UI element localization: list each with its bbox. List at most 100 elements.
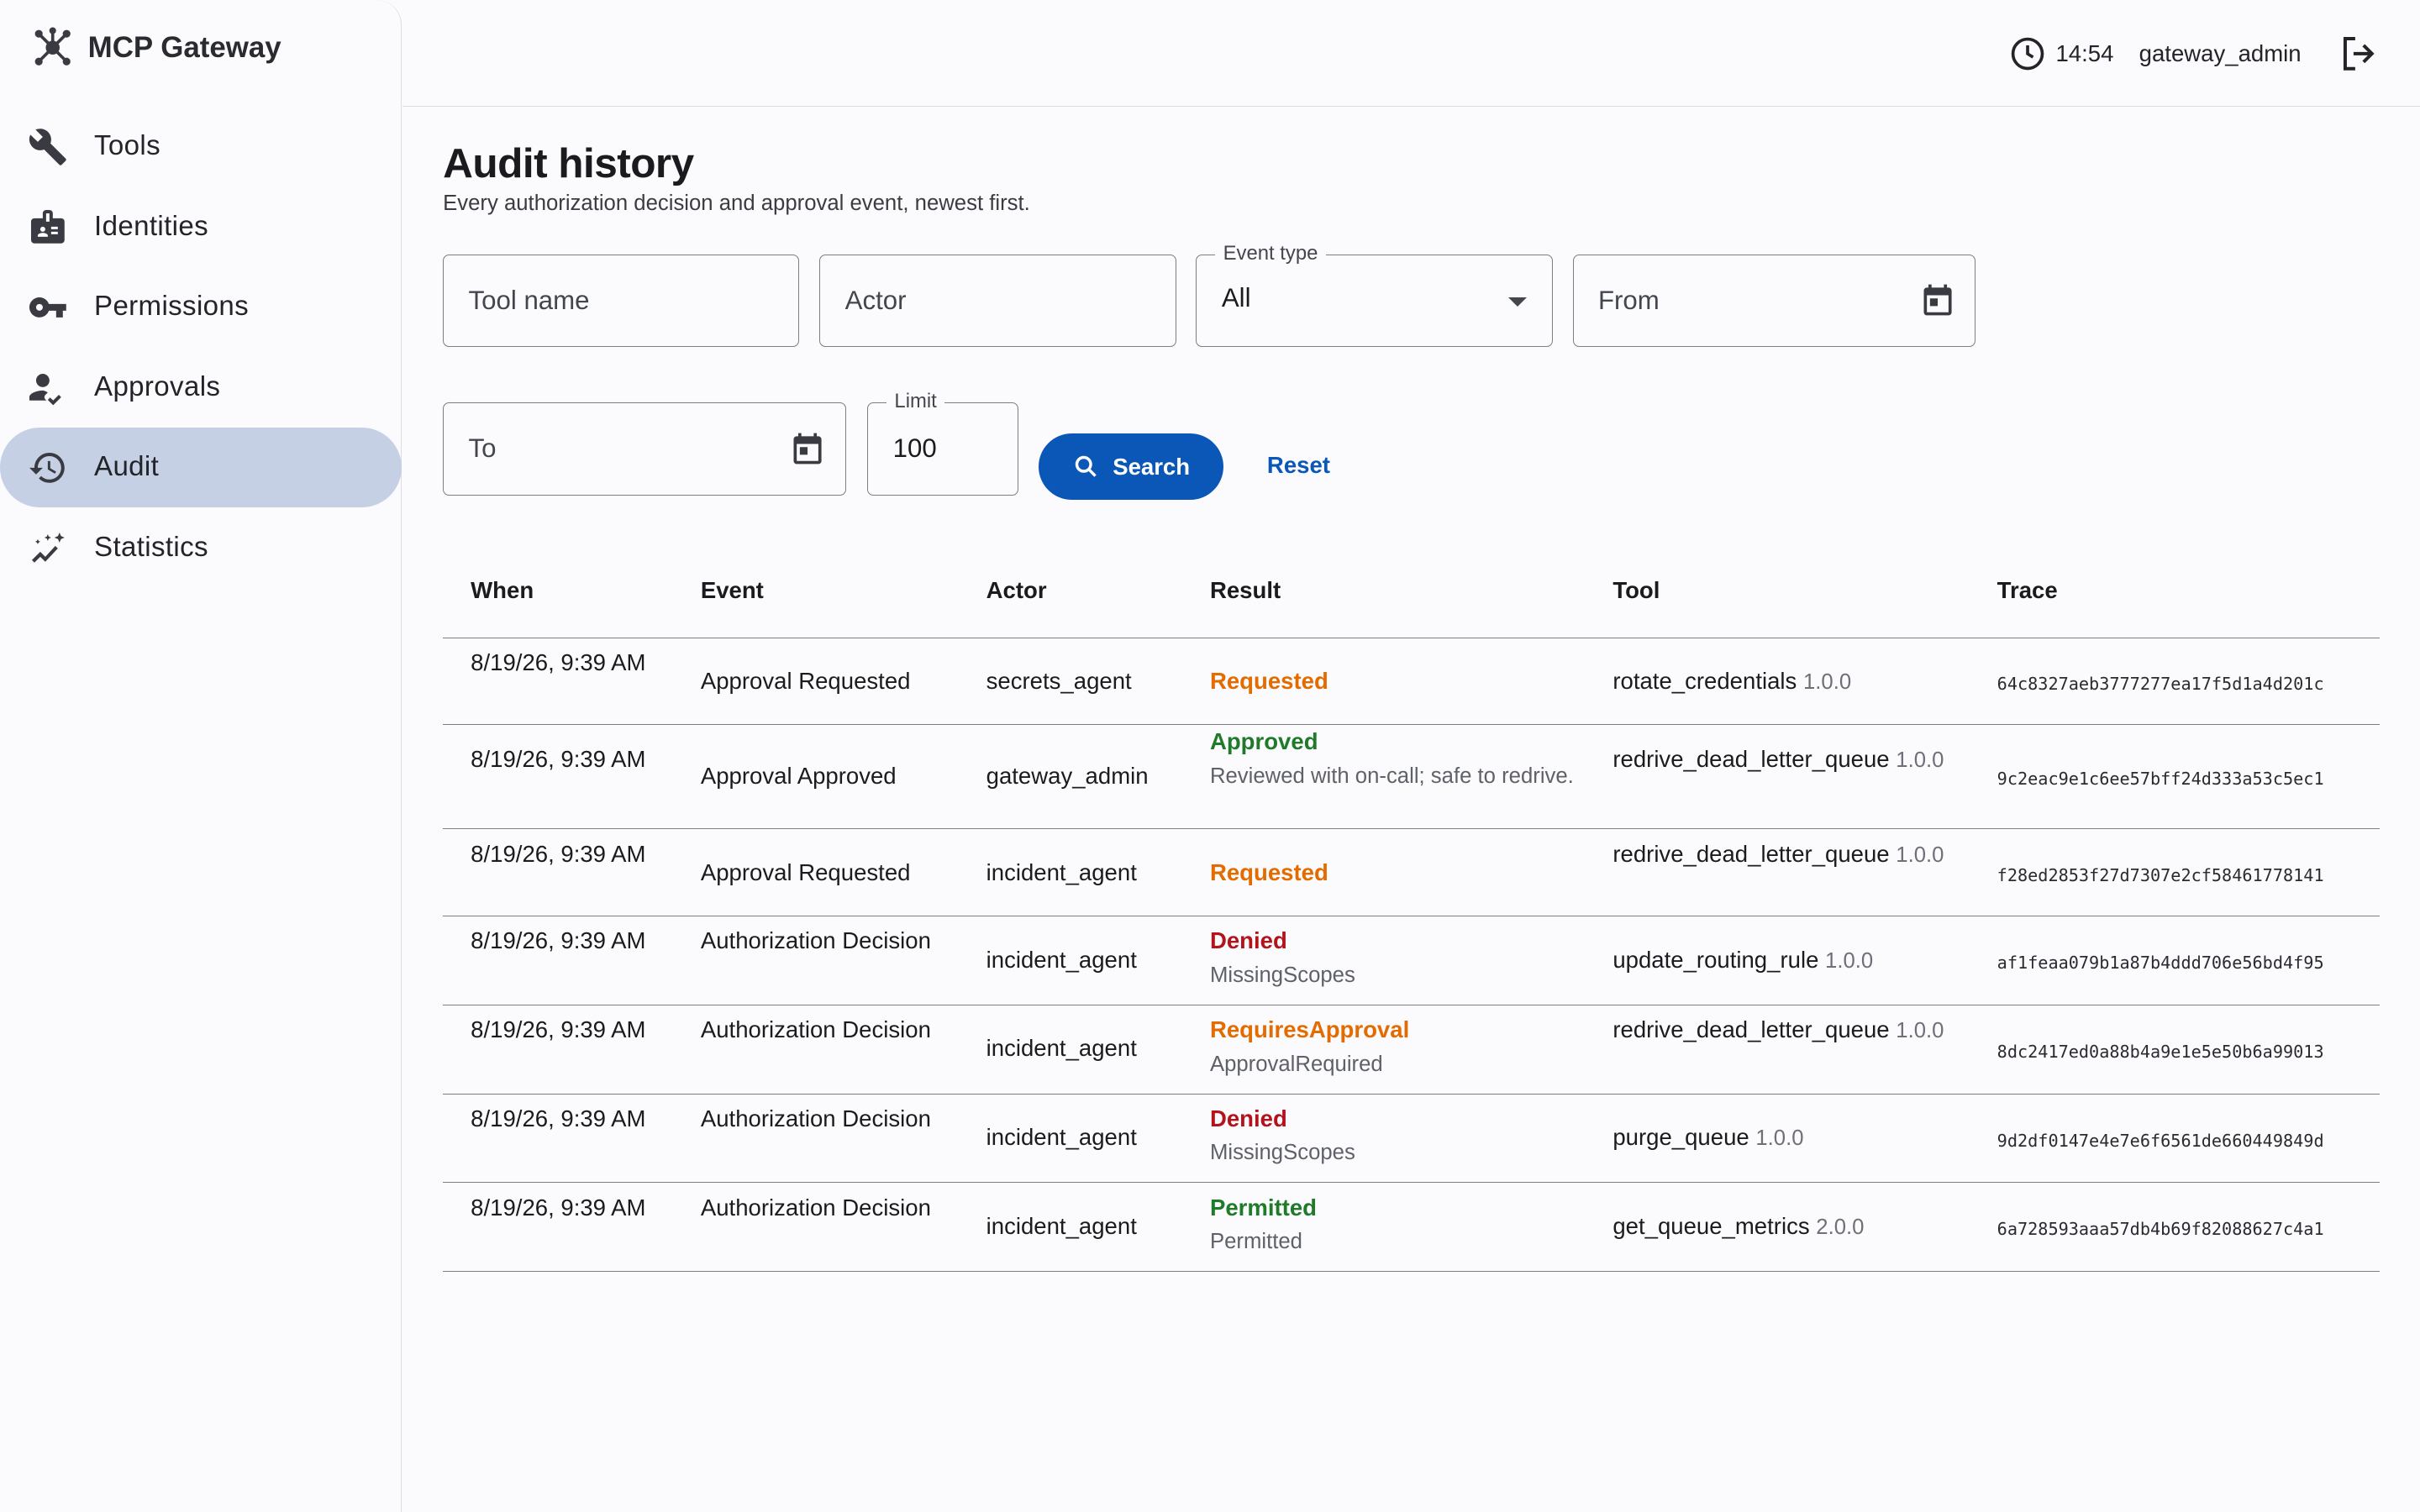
cell-when: 8/19/26, 9:39 AM <box>471 745 646 772</box>
col-result[interactable]: Result <box>1209 576 1281 603</box>
calendar-icon[interactable] <box>1919 281 1956 318</box>
col-actor[interactable]: Actor <box>986 576 1047 603</box>
status-badge: Requested <box>1209 858 1328 885</box>
cell-event: Authorization Decision <box>700 927 931 954</box>
nav-item-approvals[interactable]: Approvals <box>0 347 402 428</box>
cell-actor: incident_agent <box>986 1212 1137 1239</box>
result-detail: Reviewed with on-call; safe to redrive. <box>1209 764 1574 788</box>
nav-label-approvals: Approvals <box>94 370 221 402</box>
actor-input[interactable] <box>820 255 1176 347</box>
cell-actor: incident_agent <box>986 1123 1137 1150</box>
tool-name: redrive_dead_letter_queue <box>1612 1016 1890 1043</box>
tool-version: 1.0.0 <box>1896 843 1944 867</box>
reset-button[interactable]: Reset <box>1266 452 1330 479</box>
status-badge: RequiresApproval <box>1209 1016 1410 1043</box>
brand[interactable]: MCP Gateway <box>31 24 281 71</box>
chart-icon <box>32 533 65 563</box>
nav-item-audit[interactable]: Audit <box>0 427 402 508</box>
key-icon <box>29 297 66 318</box>
cell-event: Authorization Decision <box>700 1194 931 1221</box>
cell-trace: 64c8327aeb3777277ea17f5d1a4d201c <box>1996 674 2324 695</box>
tool-name: purge_queue <box>1612 1123 1749 1150</box>
result-detail: MissingScopes <box>1209 1141 1355 1165</box>
event-type-select[interactable]: Event type All <box>1196 241 1553 348</box>
table-row[interactable]: 8/19/26, 9:39 AM Authorization Decision in… <box>443 1005 2381 1095</box>
status-badge: Denied <box>1209 1105 1287 1131</box>
nav-label-permissions: Permissions <box>94 291 250 323</box>
top-bar: 14:54 gateway_admin <box>402 0 2420 107</box>
cell-when: 8/19/26, 9:39 AM <box>471 1016 646 1043</box>
nav-item-statistics[interactable]: Statistics <box>0 507 402 588</box>
cell-when: 8/19/26, 9:39 AM <box>471 1105 646 1131</box>
search-button-label: Search <box>1113 453 1191 480</box>
search-icon <box>1076 455 1097 477</box>
table-row[interactable]: 8/19/26, 9:39 AM Authorization Decision in… <box>443 1095 2381 1184</box>
cell-tool: redrive_dead_letter_queue 1.0.0 <box>1612 1013 1975 1047</box>
person-check-icon <box>29 374 61 406</box>
wrench-icon <box>29 128 66 165</box>
cell-when: 8/19/26, 9:39 AM <box>471 1194 646 1221</box>
nav-item-permissions[interactable]: Permissions <box>0 267 402 348</box>
from-date-field <box>1572 255 1975 348</box>
col-when[interactable]: When <box>471 576 534 603</box>
cell-actor: incident_agent <box>986 858 1137 885</box>
nav-menu: Tools Identities Permissions Approvals A… <box>0 107 402 588</box>
tool-version: 2.0.0 <box>1816 1215 1865 1239</box>
tool-version: 1.0.0 <box>1896 748 1944 772</box>
table-row[interactable]: 8/19/26, 9:39 AM Approval Approved gateway… <box>443 725 2381 830</box>
col-event[interactable]: Event <box>700 576 764 603</box>
status-badge: Requested <box>1209 667 1328 694</box>
dropdown-arrow-icon <box>1508 297 1528 307</box>
tool-name-field <box>443 255 800 348</box>
table-row[interactable]: 8/19/26, 9:39 AM Approval Requested secret… <box>443 638 2381 726</box>
tool-name-input[interactable] <box>444 255 799 347</box>
cell-tool: update_routing_rule 1.0.0 <box>1612 943 1975 978</box>
cell-event: Authorization Decision <box>700 1105 931 1131</box>
result-detail: ApprovalRequired <box>1209 1052 1383 1076</box>
cell-actor: incident_agent <box>986 1035 1137 1062</box>
from-date-input[interactable] <box>1573 255 1975 347</box>
hub-icon <box>34 27 71 66</box>
cell-result: RequiresApproval ApprovalRequired <box>1210 1013 1581 1081</box>
cell-trace: 6a728593aaa57db4b69f82088627c4a1 <box>1996 1219 2324 1240</box>
history-icon <box>29 452 65 483</box>
to-date-input[interactable] <box>444 403 845 495</box>
page-title: Audit history <box>443 139 694 187</box>
tool-name: redrive_dead_letter_queue <box>1612 840 1890 867</box>
col-tool[interactable]: Tool <box>1612 576 1660 603</box>
sidebar: MCP Gateway Tools Identities Permissions… <box>0 0 402 1512</box>
cell-event: Approval Requested <box>700 667 911 694</box>
status-badge: Denied <box>1209 927 1287 954</box>
limit-input[interactable] <box>868 403 1018 495</box>
tool-version: 1.0.0 <box>1802 669 1852 694</box>
cell-event: Authorization Decision <box>700 1016 931 1043</box>
search-button[interactable]: Search <box>1039 433 1224 501</box>
cell-tool: get_queue_metrics 2.0.0 <box>1612 1210 1975 1244</box>
cell-actor: secrets_agent <box>986 667 1132 694</box>
clock: 14:54 <box>2009 35 2113 72</box>
col-trace[interactable]: Trace <box>1996 576 2058 603</box>
clock-icon <box>2012 37 2044 71</box>
nav-item-identities[interactable]: Identities <box>0 186 402 267</box>
table-row[interactable]: 8/19/26, 9:39 AM Authorization Decision in… <box>443 1183 2381 1273</box>
table-row[interactable]: 8/19/26, 9:39 AM Approval Requested incide… <box>443 829 2381 917</box>
user-name[interactable]: gateway_admin <box>2139 39 2302 66</box>
cell-trace: 9c2eac9e1c6ee57bff24d333a53c5ec1 <box>1996 769 2324 790</box>
cell-tool: rotate_credentials 1.0.0 <box>1612 664 1975 699</box>
table-row[interactable]: 8/19/26, 9:39 AM Authorization Decision in… <box>443 916 2381 1005</box>
audit-table: When Event Actor Result Tool Trace 8/19/… <box>443 549 2381 1273</box>
tool-name: update_routing_rule <box>1612 946 1819 973</box>
event-type-label: Event type <box>1215 241 1326 265</box>
cell-event: Approval Requested <box>700 858 911 885</box>
logout-icon[interactable] <box>2338 34 2379 74</box>
cell-actor: incident_agent <box>986 946 1137 973</box>
calendar-icon[interactable] <box>789 430 826 467</box>
cell-tool: redrive_dead_letter_queue 1.0.0 <box>1612 837 1975 872</box>
nav-label-statistics: Statistics <box>94 531 208 563</box>
nav-item-tools[interactable]: Tools <box>0 107 402 187</box>
status-badge: Permitted <box>1209 1194 1318 1221</box>
to-date-field <box>443 402 846 496</box>
nav-label-identities: Identities <box>94 210 208 242</box>
tool-name: rotate_credentials <box>1612 667 1797 694</box>
tool-name: redrive_dead_letter_queue <box>1612 745 1890 772</box>
